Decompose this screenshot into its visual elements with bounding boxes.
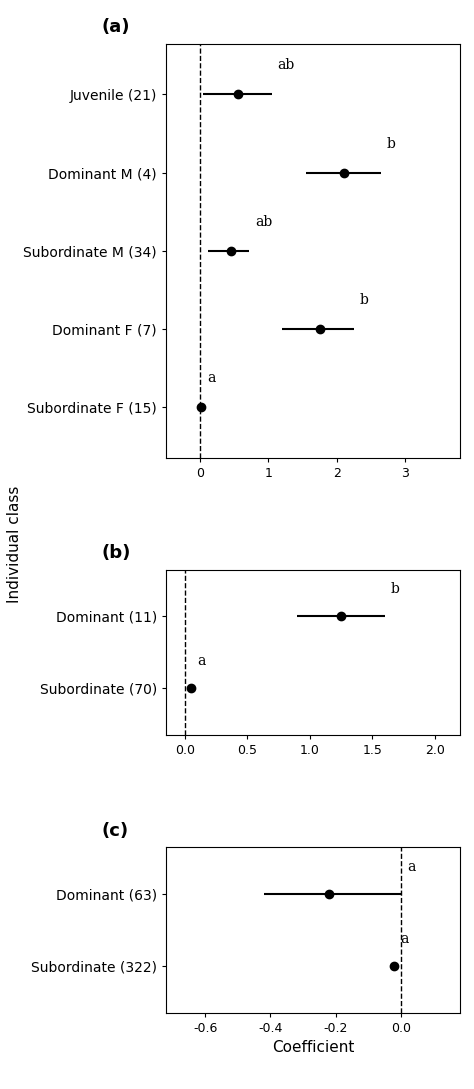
Text: Individual class: Individual class xyxy=(7,486,22,603)
Text: b: b xyxy=(387,136,396,150)
Text: a: a xyxy=(197,654,205,669)
Text: ab: ab xyxy=(278,59,295,73)
Text: ab: ab xyxy=(255,215,273,229)
Text: a: a xyxy=(401,932,409,945)
X-axis label: Coefficient: Coefficient xyxy=(272,1040,354,1055)
Text: a: a xyxy=(407,859,415,873)
Text: (c): (c) xyxy=(101,822,128,840)
Text: (a): (a) xyxy=(101,19,130,36)
Text: a: a xyxy=(207,371,216,386)
Text: (b): (b) xyxy=(101,544,131,563)
Text: b: b xyxy=(391,583,400,597)
Text: b: b xyxy=(360,293,369,307)
